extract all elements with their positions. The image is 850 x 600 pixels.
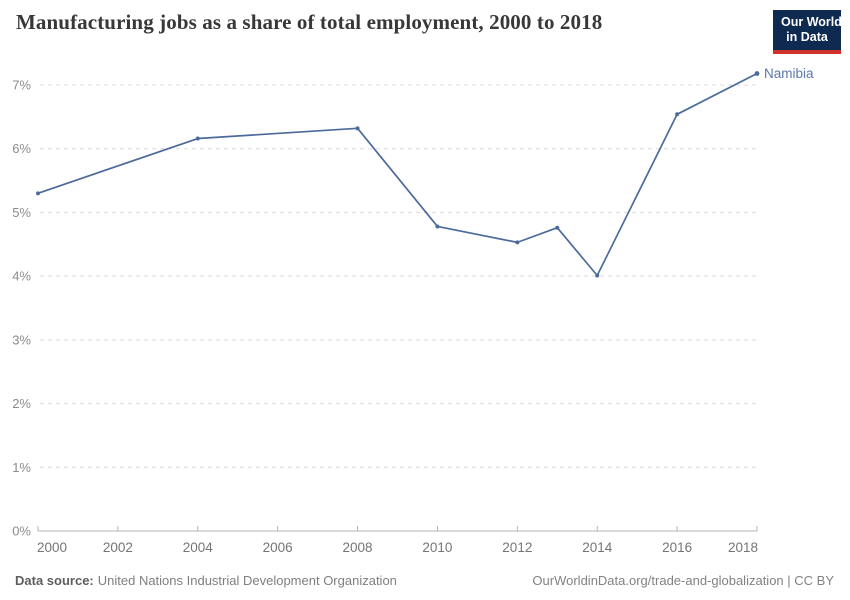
logo-text-line2: in Data [786, 30, 828, 45]
footer-credit: OurWorldinData.org/trade-and-globalizati… [532, 573, 834, 588]
x-axis-label: 2004 [183, 540, 214, 555]
data-point-marker [555, 225, 560, 230]
data-source: Data source: United Nations Industrial De… [15, 573, 397, 588]
series-line-namibia [37, 72, 758, 277]
x-axis-label: 2006 [263, 540, 293, 555]
y-axis-label: 1% [12, 460, 31, 475]
x-axis-label: 2016 [662, 540, 692, 555]
license-label: CC BY [794, 573, 834, 588]
x-axis-label: 2012 [502, 540, 532, 555]
data-point-marker [595, 273, 600, 278]
logo-text-line1: Our World [781, 15, 842, 29]
data-point-marker [435, 224, 440, 229]
chart-title: Manufacturing jobs as a share of total e… [16, 10, 603, 34]
x-axis-label: 2000 [37, 540, 67, 555]
chart-footer: Data source: United Nations Industrial De… [15, 573, 834, 588]
owid-logo[interactable]: Our World in Data [773, 10, 842, 54]
y-axis-label: 5% [12, 205, 31, 220]
y-axis-label: 7% [12, 78, 31, 93]
data-point-marker [754, 71, 760, 76]
x-axis-label: 2010 [422, 540, 452, 555]
y-axis-label: 2% [12, 396, 31, 411]
data-source-label: Data source: [15, 573, 94, 588]
y-axis-label: 6% [12, 141, 31, 156]
data-point-marker [675, 112, 680, 117]
data-point-marker [36, 191, 40, 196]
footer-separator: | [783, 573, 795, 588]
x-axis-label: 2014 [582, 540, 613, 555]
x-axis-label: 2018 [728, 540, 758, 555]
series-end-label: Namibia [764, 66, 814, 81]
y-axis-label: 0% [12, 524, 31, 539]
x-axis-label: 2002 [103, 540, 133, 555]
y-axis-label: 3% [12, 332, 31, 347]
x-axis-label: 2008 [343, 540, 373, 555]
owid-url-link[interactable]: OurWorldinData.org/trade-and-globalizati… [532, 573, 784, 588]
data-point-marker [515, 240, 520, 245]
y-axis-label: 4% [12, 269, 31, 284]
data-point-marker [355, 126, 360, 131]
data-point-marker [195, 136, 200, 141]
data-source-value: United Nations Industrial Development Or… [97, 573, 397, 588]
